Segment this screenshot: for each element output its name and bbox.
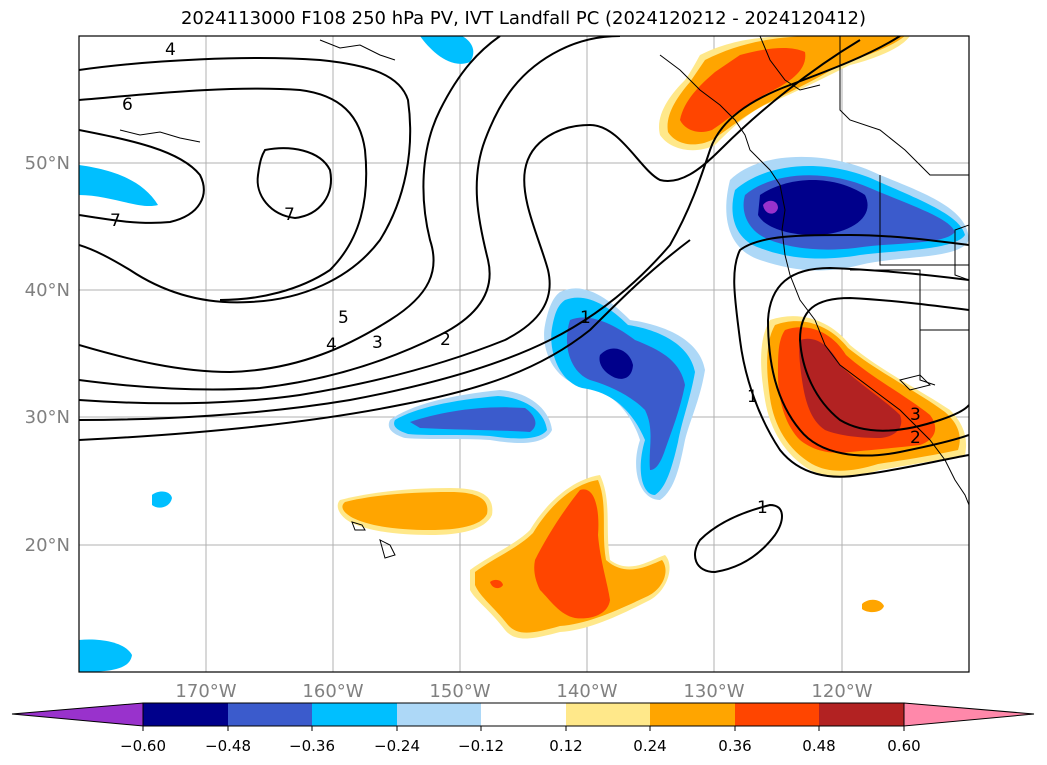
- lat-label: 40°N: [25, 280, 70, 301]
- colorbar-segment: [735, 703, 819, 726]
- colorbar-tick-label: 0.12: [549, 737, 582, 755]
- colorbar-extend-min: [11, 702, 144, 727]
- contour-label: 1: [580, 308, 591, 328]
- lon-label: 160°W: [302, 681, 363, 702]
- contour-label: 5: [338, 308, 349, 328]
- colorbar-segment: [650, 703, 735, 726]
- lon-label: 130°W: [683, 681, 744, 702]
- contour-label: 4: [165, 40, 176, 60]
- lat-label: 30°N: [25, 407, 70, 428]
- contour-label: 1: [757, 498, 768, 518]
- contour-label: 7: [110, 211, 121, 231]
- colorbar-extend-max: [903, 702, 1035, 727]
- contour-label: 3: [372, 333, 383, 353]
- lon-label: 140°W: [556, 681, 617, 702]
- longitude-labels: 170°W 160°W 150°W 140°W 130°W 120°W: [175, 681, 872, 702]
- colorbar-tick-label: 0.36: [718, 737, 751, 755]
- contour-label: 4: [326, 335, 337, 355]
- colorbar-tick-label: 0.48: [802, 737, 835, 755]
- lon-label: 170°W: [175, 681, 236, 702]
- colorbar: −0.60 −0.48 −0.36 −0.24 −0.12 0.12 0.24 …: [11, 702, 1035, 755]
- lat-label: 20°N: [25, 535, 70, 556]
- colorbar-tick-label: 0.60: [887, 737, 920, 755]
- contour-label: 7: [284, 205, 295, 225]
- negative-ivt-regions: [79, 36, 969, 672]
- contour-label: 3: [910, 405, 921, 425]
- colorbar-segment: [566, 703, 650, 726]
- chart-title: 2024113000 F108 250 hPa PV, IVT Landfall…: [180, 8, 867, 29]
- contour-label: 2: [910, 428, 921, 448]
- colorbar-tick-label: −0.12: [458, 737, 504, 755]
- colorbar-tick-label: −0.48: [205, 737, 251, 755]
- positive-ivt-regions: [337, 36, 967, 639]
- colorbar-segment: [481, 703, 566, 726]
- pv-contours: [79, 36, 969, 574]
- colorbar-segment: [312, 703, 397, 726]
- colorbar-segment: [397, 703, 481, 726]
- colorbar-segment: [819, 703, 904, 726]
- contour-labels: 4 6 7 7 5 4 3 2 1 1 1 3 2: [110, 40, 921, 518]
- contour-label: 2: [440, 330, 451, 350]
- colorbar-segment: [228, 703, 312, 726]
- lat-label: 50°N: [25, 153, 70, 174]
- colorbar-tick-label: 0.24: [633, 737, 666, 755]
- latitude-labels: 50°N 40°N 30°N 20°N: [25, 153, 70, 556]
- contour-label: 6: [122, 95, 133, 115]
- coastlines: [119, 36, 969, 559]
- colorbar-tick-label: −0.24: [374, 737, 420, 755]
- colorbar-tick-label: −0.60: [120, 737, 166, 755]
- map-frame: [78, 35, 970, 673]
- lon-label: 150°W: [429, 681, 490, 702]
- colorbar-tick-label: −0.36: [289, 737, 335, 755]
- contour-label: 1: [747, 387, 758, 407]
- colorbar-segment: [143, 703, 228, 726]
- lon-label: 120°W: [811, 681, 872, 702]
